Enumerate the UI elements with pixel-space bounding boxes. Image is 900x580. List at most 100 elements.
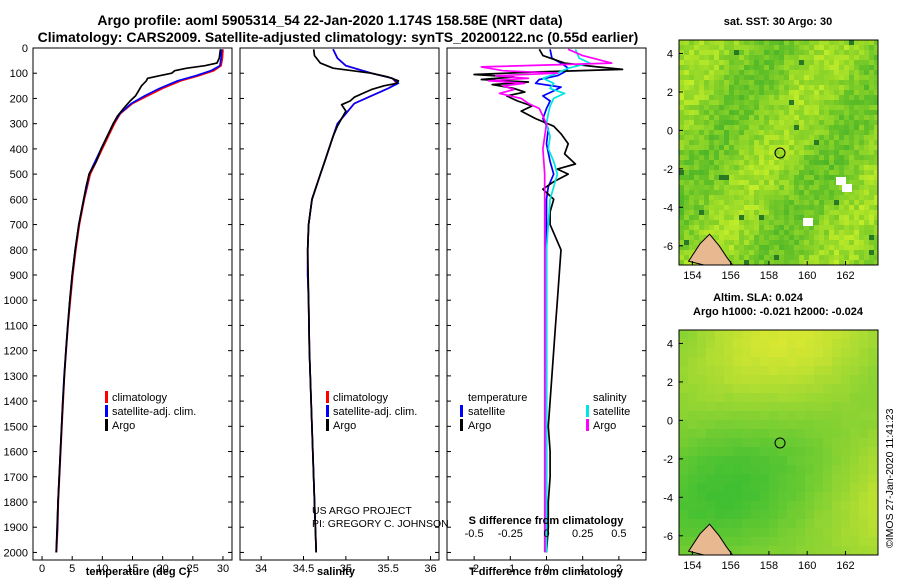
map-cell — [759, 90, 764, 95]
map-cell — [832, 492, 841, 501]
map-cell — [787, 429, 796, 438]
map-cell — [749, 110, 754, 115]
depth-tick-label: 1800 — [4, 497, 28, 509]
map-cell — [874, 205, 878, 210]
map-cell — [850, 429, 859, 438]
map-cell — [824, 145, 829, 150]
map-cell — [832, 420, 841, 429]
map-cell — [784, 70, 789, 75]
map-cell — [699, 120, 704, 125]
map-cell — [829, 100, 834, 105]
map-cell — [799, 250, 804, 255]
map-cell — [709, 140, 714, 145]
map-cell — [839, 260, 844, 265]
x-tick-label: 2 — [616, 563, 622, 575]
map-cell — [697, 375, 706, 384]
map-cell — [823, 348, 832, 357]
map-cell — [799, 120, 804, 125]
map-cell — [694, 165, 699, 170]
map-cell — [794, 250, 799, 255]
map-cell — [724, 483, 733, 492]
map-cell — [814, 110, 819, 115]
map-cell — [844, 180, 849, 185]
salinity-legend: climatology satellite-adj. clim. Argo — [326, 391, 417, 432]
depth-tick-label: 800 — [10, 245, 28, 257]
map-cell — [764, 190, 769, 195]
legend-swatch-s-satellite — [586, 405, 589, 417]
map-cell — [796, 501, 805, 510]
map-cell — [789, 165, 794, 170]
map-cell — [749, 160, 754, 165]
map-cell — [859, 245, 864, 250]
map-cell — [834, 140, 839, 145]
map-cell — [751, 546, 760, 555]
map-cell — [679, 210, 684, 215]
map-cell — [774, 195, 779, 200]
map-cell — [874, 55, 878, 60]
map-cell — [804, 110, 809, 115]
map-cell — [749, 245, 754, 250]
map-cell — [819, 220, 824, 225]
map-cell — [679, 215, 684, 220]
map-cell — [814, 85, 819, 90]
map-cell — [814, 393, 823, 402]
map-cell — [704, 130, 709, 135]
map-cell — [729, 210, 734, 215]
map-cell — [709, 225, 714, 230]
map-cell — [714, 65, 719, 70]
map-cell — [688, 420, 697, 429]
map-cell — [819, 235, 824, 240]
map-cell — [759, 235, 764, 240]
map-cell — [819, 255, 824, 260]
map-cell — [684, 185, 689, 190]
map-cell — [819, 160, 824, 165]
map-cell — [749, 215, 754, 220]
map-cell — [779, 125, 784, 130]
map-cell — [684, 70, 689, 75]
difference-series — [473, 48, 624, 553]
map-cell — [779, 50, 784, 55]
map-cell — [751, 366, 760, 375]
map-cell — [754, 75, 759, 80]
map-cell — [697, 384, 706, 393]
map-cell — [834, 65, 839, 70]
map-cell — [814, 366, 823, 375]
map-cell — [744, 100, 749, 105]
map-gap — [803, 218, 813, 226]
map-cell — [789, 90, 794, 95]
map-cell — [799, 125, 804, 130]
map-cell — [805, 447, 814, 456]
map-cell — [809, 235, 814, 240]
map-y-tick-label: 4 — [667, 49, 673, 61]
map-cell — [729, 145, 734, 150]
map-cell — [779, 130, 784, 135]
map-cell — [764, 50, 769, 55]
map-cell — [733, 330, 742, 339]
map-cell — [829, 175, 834, 180]
map-cell — [679, 120, 684, 125]
map-cell — [829, 150, 834, 155]
map-cell — [719, 75, 724, 80]
map-cell — [704, 60, 709, 65]
map-cell — [859, 175, 864, 180]
map-cell — [864, 105, 869, 110]
map-cell — [787, 339, 796, 348]
map-cell — [784, 195, 789, 200]
map-cell — [724, 537, 733, 546]
map-cell — [694, 90, 699, 95]
map-cell — [819, 155, 824, 160]
map-cell — [824, 95, 829, 100]
depth-tick-label: 1000 — [4, 295, 28, 307]
map-cell — [874, 180, 878, 185]
map-cell — [764, 40, 769, 45]
map-cell — [749, 135, 754, 140]
map-cell — [814, 190, 819, 195]
map-cell — [733, 456, 742, 465]
map-cell — [709, 220, 714, 225]
map-cell — [754, 170, 759, 175]
map-cell — [849, 240, 854, 245]
project-credit: US ARGO PROJECT — [312, 505, 412, 517]
map-cell — [794, 215, 799, 220]
map-cell — [789, 105, 794, 110]
map-cell — [854, 260, 859, 265]
